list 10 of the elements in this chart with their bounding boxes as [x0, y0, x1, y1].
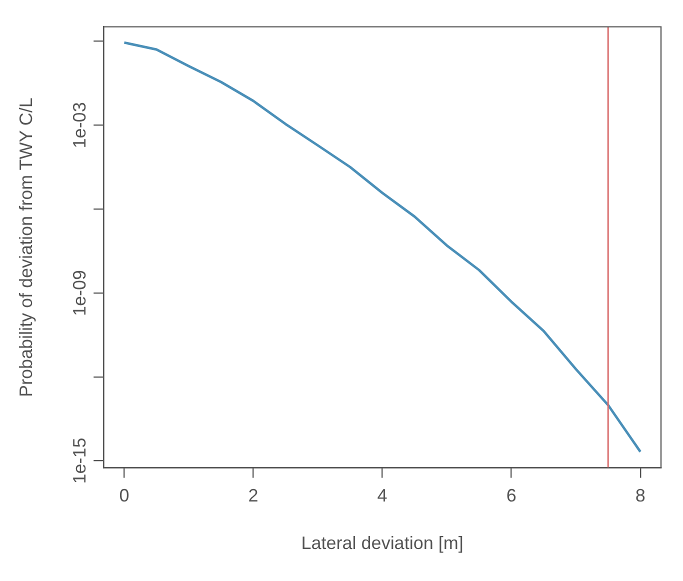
x-tick-label: 4	[377, 486, 388, 506]
x-tick-label: 2	[248, 486, 258, 506]
x-tick-label: 8	[635, 486, 646, 506]
y-tick-label: 1e-15	[70, 438, 90, 484]
x-tick-label: 6	[506, 486, 516, 506]
y-axis-title: Probability of deviation from TWY C/L	[16, 98, 36, 398]
y-tick-label: 1e-03	[70, 102, 90, 148]
y-tick-label: 1e-09	[70, 270, 90, 316]
x-tick-label: 0	[119, 486, 130, 506]
x-axis-title: Lateral deviation [m]	[301, 533, 464, 554]
